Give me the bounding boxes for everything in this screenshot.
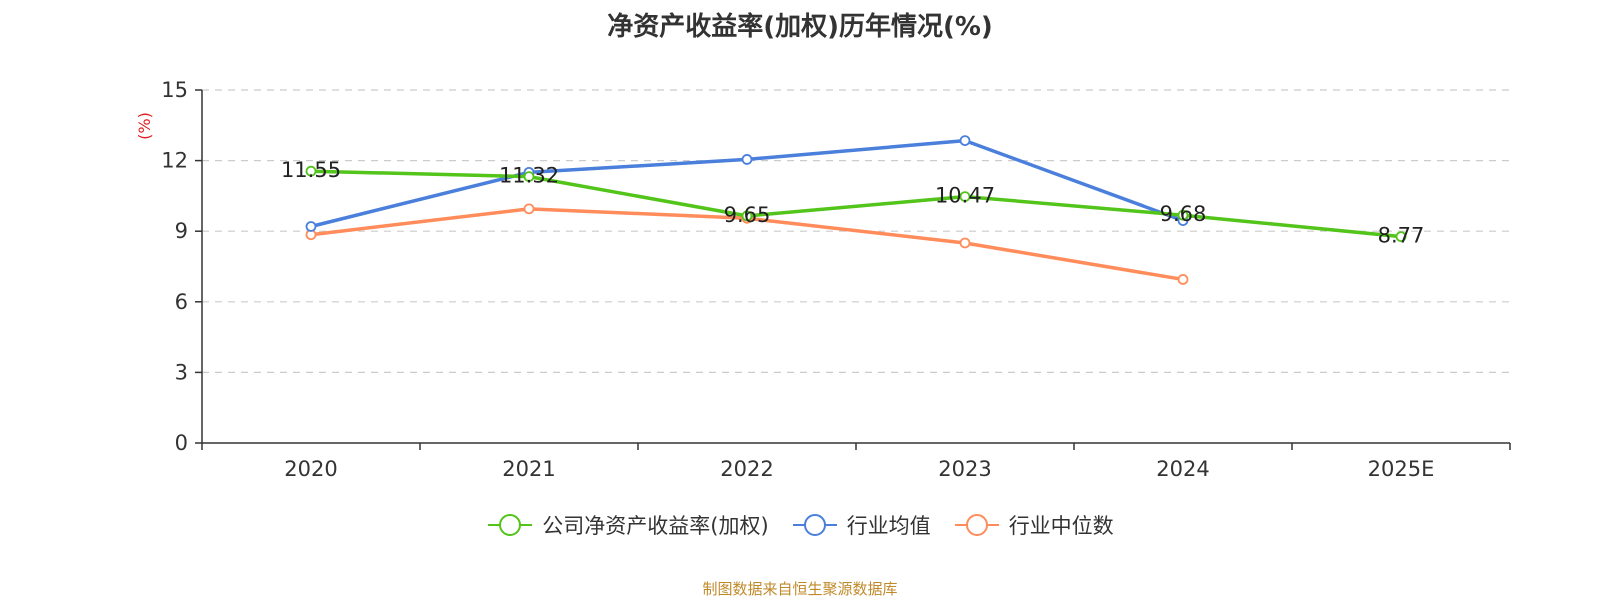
data-label: 8.77 [1378,224,1425,248]
data-point [959,135,971,146]
series-lines [305,135,1407,285]
data-point [741,210,753,222]
data-point [741,154,753,165]
legend-item[interactable]: 行业均值 [791,510,931,540]
data-point [305,165,317,177]
data-point [305,221,317,232]
data-label: 10.47 [935,184,995,208]
x-tick-label: 2022 [720,457,773,481]
legend: 公司净资产收益率(加权) 行业均值 行业中位数 [0,510,1600,540]
y-tick-label: 3 [175,360,188,384]
y-axis-label: (%) [135,112,154,140]
data-label: 9.68 [1160,202,1207,226]
axes: 0 3 6 9 12 15 (%) 2020 2021 2022 2023 2024 2025E [135,78,1511,481]
data-point [1177,274,1189,285]
data-label: 11.32 [499,164,559,188]
legend-item[interactable]: 行业中位数 [953,510,1114,540]
x-tick-label: 2024 [1156,457,1209,481]
x-tick-label: 2020 [284,457,337,481]
legend-item[interactable]: 公司净资产收益率(加权) [486,510,769,540]
legend-label: 公司净资产收益率(加权) [542,514,769,538]
legend-marker-icon [954,514,999,536]
data-point [1177,209,1189,221]
series-line [310,169,1402,239]
x-tick-label: 2021 [502,457,555,481]
legend-label: 行业均值 [846,514,931,538]
data-point [959,191,971,203]
y-tick-label: 9 [175,219,188,243]
y-tick-label: 15 [161,78,188,102]
x-tick-label: 2023 [938,457,991,481]
data-label: 11.55 [281,158,341,182]
legend-marker-icon [488,514,533,536]
source-footer: 制图数据来自恒生聚源数据库 [702,580,898,598]
legend-marker-icon [792,514,837,536]
y-tick-label: 6 [175,290,188,314]
x-tick-label: 2025E [1368,457,1435,481]
legend-label: 行业中位数 [1008,514,1114,538]
y-tick-label: 0 [175,431,188,455]
y-tick-label: 12 [161,149,188,173]
data-label: 9.65 [724,203,771,227]
data-point [959,237,971,249]
data-labels: 11.55 11.32 9.65 10.47 9.68 8.77 [281,158,1424,247]
data-point [523,203,535,215]
data-point [523,171,535,183]
chart-title: 净资产收益率(加权)历年情况(%) [607,12,993,42]
data-point [1395,231,1407,243]
